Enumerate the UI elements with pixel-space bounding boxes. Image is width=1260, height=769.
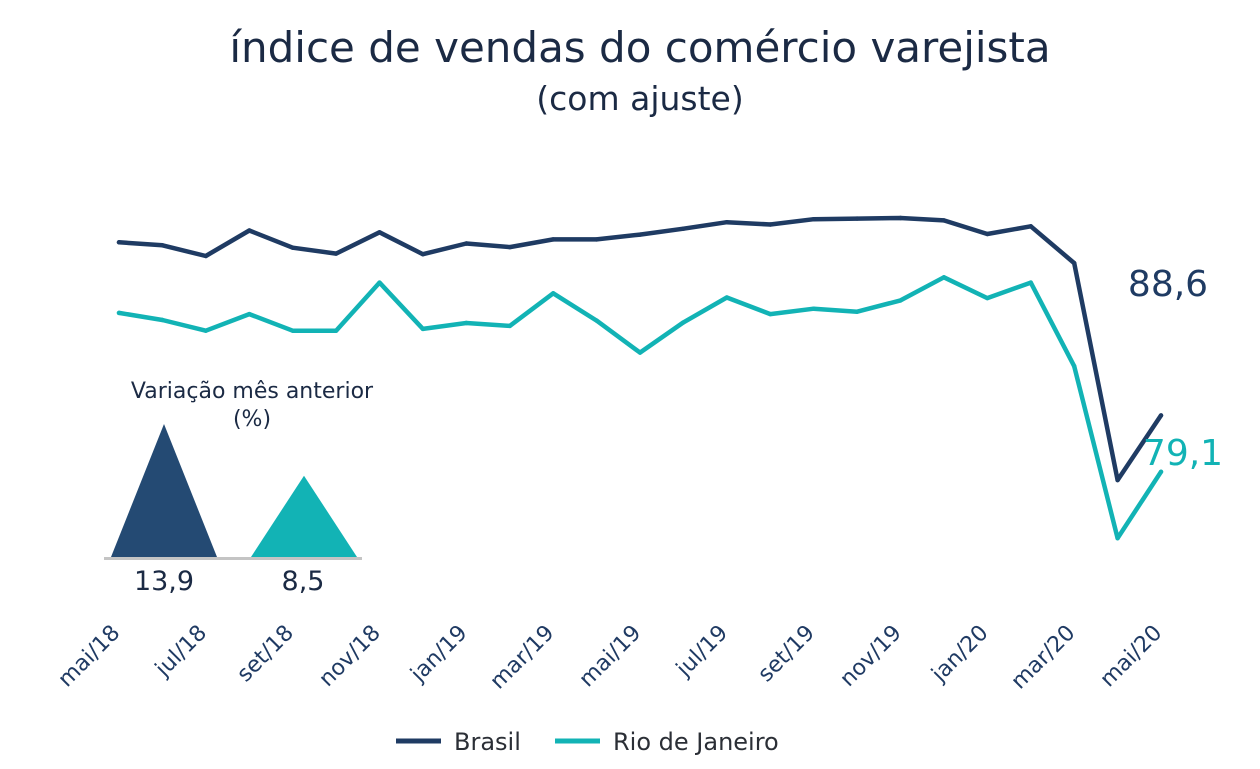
point-rio-de-janeiro-19 <box>941 275 947 280</box>
series-layer <box>116 215 1164 541</box>
point-rio-de-janeiro-17 <box>854 309 860 314</box>
point-rio-de-janeiro-23 <box>1115 536 1120 541</box>
point-rio-de-janeiro-11 <box>594 318 599 323</box>
chart-subtitle: (com ajuste) <box>536 79 743 118</box>
x-tick-label: mai/20 <box>1096 621 1168 693</box>
variation-inset: Variação mês anterior (%) 13,9 8,5 <box>104 379 374 597</box>
x-tick-label: jan/20 <box>926 621 993 688</box>
x-tick-label: nov/18 <box>314 621 385 692</box>
point-rio-de-janeiro-18 <box>898 298 903 303</box>
point-rio-de-janeiro-4 <box>290 328 295 333</box>
point-rio-de-janeiro-22 <box>1072 364 1077 369</box>
point-brasil-9 <box>507 244 512 250</box>
x-tick-label: mar/19 <box>486 621 560 695</box>
inset-value-rio-de-janeiro: 8,5 <box>282 566 325 597</box>
series-line-rio-de-janeiro <box>116 275 1164 541</box>
point-brasil-18 <box>898 215 903 221</box>
x-tick-label: mar/20 <box>1007 621 1081 695</box>
point-rio-de-janeiro-2 <box>203 328 208 333</box>
x-tick-label: nov/19 <box>835 621 906 692</box>
point-rio-de-janeiro-15 <box>768 311 773 317</box>
point-rio-de-janeiro-16 <box>811 306 816 311</box>
point-brasil-21 <box>1028 224 1034 229</box>
end-label-brasil: 88,6 <box>1128 264 1208 305</box>
point-rio-de-janeiro-14 <box>724 295 729 300</box>
inset-value-brasil: 13,9 <box>134 566 194 597</box>
end-label-rio-de-janeiro: 79,1 <box>1143 433 1223 474</box>
point-brasil-7 <box>420 252 426 257</box>
x-tick-label: jul/19 <box>671 621 733 683</box>
point-brasil-14 <box>724 220 729 225</box>
point-brasil-20 <box>985 231 990 237</box>
point-brasil-19 <box>941 218 947 223</box>
x-tick-label: mai/18 <box>54 621 126 693</box>
point-rio-de-janeiro-1 <box>160 317 165 323</box>
x-tick-label: jan/19 <box>405 621 472 688</box>
point-brasil-22 <box>1072 260 1077 266</box>
inset-triangle-rio-de-janeiro <box>251 475 357 557</box>
inset-title: Variação mês anterior <box>131 379 374 404</box>
point-rio-de-janeiro-21 <box>1028 280 1034 285</box>
point-brasil-17 <box>854 216 860 221</box>
point-brasil-12 <box>637 232 643 237</box>
legend-label-rio-de-janeiro: Rio de Janeiro <box>613 728 779 756</box>
point-rio-de-janeiro-24 <box>1158 469 1164 474</box>
x-axis-ticks: mai/18 jul/18 set/18 nov/18 jan/19 mar/19 mai/… <box>54 621 1168 695</box>
inset-shapes <box>104 424 362 560</box>
inset-triangle-brasil <box>111 424 217 557</box>
inset-title-unit: (%) <box>233 407 271 432</box>
point-rio-de-janeiro-6 <box>377 280 382 285</box>
point-rio-de-janeiro-20 <box>985 295 990 301</box>
chart-title: índice de vendas do comércio varejista <box>229 23 1050 72</box>
series-line-brasil <box>116 215 1164 483</box>
x-tick-label: mai/19 <box>575 621 647 693</box>
point-rio-de-janeiro-3 <box>247 311 252 317</box>
x-tick-label: set/18 <box>232 621 298 687</box>
point-brasil-10 <box>551 237 556 242</box>
point-brasil-6 <box>377 230 382 235</box>
point-brasil-15 <box>768 222 773 227</box>
point-brasil-16 <box>811 217 816 222</box>
point-rio-de-janeiro-5 <box>333 328 339 333</box>
point-rio-de-janeiro-10 <box>551 291 556 296</box>
x-tick-label: set/19 <box>753 621 819 687</box>
point-rio-de-janeiro-7 <box>420 326 426 332</box>
point-rio-de-janeiro-0 <box>116 310 122 316</box>
point-rio-de-janeiro-9 <box>507 323 512 329</box>
point-brasil-0 <box>116 240 122 245</box>
legend: Brasil Rio de Janeiro <box>396 728 779 756</box>
point-rio-de-janeiro-13 <box>681 320 686 325</box>
point-brasil-5 <box>333 251 339 256</box>
point-brasil-13 <box>681 226 686 231</box>
point-brasil-3 <box>247 228 252 233</box>
x-tick-label: jul/18 <box>150 621 212 683</box>
legend-label-brasil: Brasil <box>454 728 521 756</box>
point-brasil-2 <box>203 253 208 259</box>
point-brasil-8 <box>464 241 469 246</box>
point-brasil-23 <box>1115 477 1120 483</box>
point-rio-de-janeiro-12 <box>637 350 643 355</box>
point-brasil-11 <box>594 237 599 242</box>
point-brasil-4 <box>290 245 295 250</box>
point-brasil-24 <box>1158 413 1164 418</box>
point-brasil-1 <box>160 243 165 248</box>
point-rio-de-janeiro-8 <box>464 320 469 326</box>
